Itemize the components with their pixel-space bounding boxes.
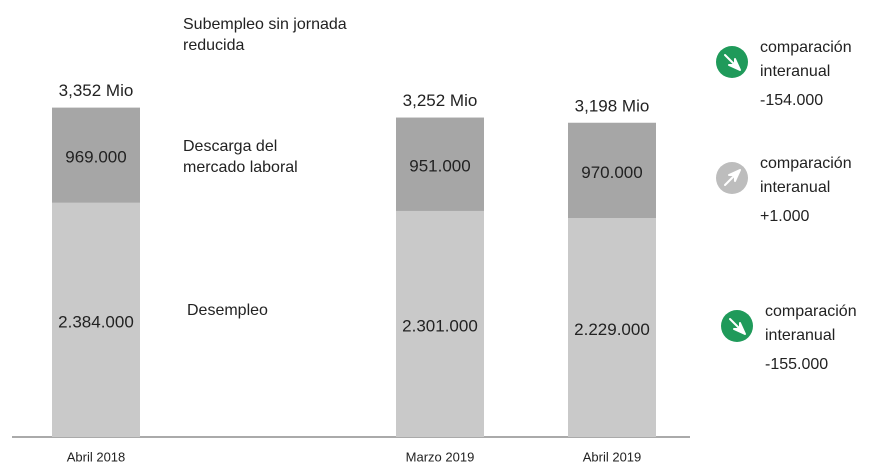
icon-arrow	[724, 169, 741, 186]
comparison-value: -155.000	[765, 356, 829, 373]
comparison-value: +1.000	[760, 208, 810, 225]
value-label: 969.000	[65, 148, 126, 167]
x-tick-label: Abril 2018	[67, 449, 126, 464]
comparison-text: comparación interanual	[765, 303, 857, 344]
total-label: 3,252 Mio	[403, 91, 478, 110]
total-label: 3,198 Mio	[575, 96, 650, 115]
comparison-text: comparación interanual	[760, 155, 852, 196]
bar-segment	[568, 218, 656, 437]
series-label: Descarga del mercado laboral	[183, 138, 298, 176]
bar-segment	[52, 107, 140, 203]
value-label: 951.000	[409, 157, 470, 176]
value-label: 2.229.000	[574, 320, 650, 339]
comparison-text: comparación interanual	[760, 39, 852, 80]
bar-segment	[52, 202, 140, 437]
series-label: Desempleo	[187, 302, 268, 319]
value-label: 2.384.000	[58, 312, 134, 331]
total-label: 3,352 Mio	[59, 81, 134, 100]
comparison-value: -154.000	[760, 92, 824, 109]
value-label: 970.000	[581, 163, 642, 182]
trend-icon	[716, 46, 748, 78]
bar-segment	[396, 117, 484, 211]
trend-icon	[721, 310, 753, 342]
x-tick-label: Abril 2019	[583, 449, 642, 464]
bar-segment	[396, 210, 484, 437]
icon-arrow	[729, 318, 746, 335]
icon-arrow	[724, 54, 741, 71]
value-label: 2.301.000	[402, 316, 478, 335]
x-tick-label: Marzo 2019	[406, 449, 475, 464]
bar-segment	[568, 122, 656, 219]
trend-icon	[716, 162, 748, 194]
extra-label: Subempleo sin jornada reducida	[183, 16, 347, 54]
